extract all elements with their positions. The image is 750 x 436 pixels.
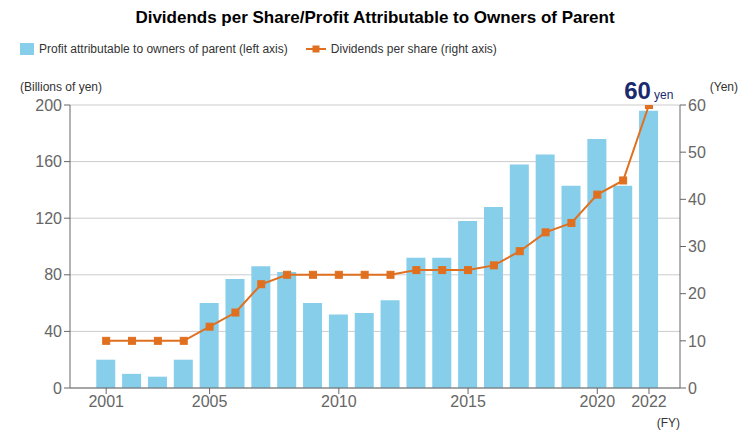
svg-text:50: 50 [688, 144, 706, 161]
svg-text:120: 120 [35, 210, 62, 227]
svg-text:2020: 2020 [579, 393, 615, 410]
svg-text:0: 0 [688, 380, 697, 397]
svg-text:yen: yen [654, 88, 673, 102]
html-text:Dividends per Share/Profit Att: Dividends per Share/Profit Attributable … [135, 8, 615, 27]
svg-text:200: 200 [35, 97, 62, 114]
svg-text:2015: 2015 [450, 393, 486, 410]
svg-text:2010: 2010 [321, 393, 357, 410]
html-text:(FY): (FY) [656, 416, 680, 430]
svg-text:10: 10 [688, 333, 706, 350]
svg-text:40: 40 [44, 323, 62, 340]
svg-text:60: 60 [624, 77, 651, 104]
svg-text:0: 0 [53, 380, 62, 397]
html-text:(Yen): (Yen) [709, 80, 738, 94]
html-text:(Billions of yen): (Billions of yen) [20, 80, 102, 94]
svg-text:60: 60 [688, 97, 706, 114]
html-text:Dividends per share (right axi: Dividends per share (right axis) [330, 42, 497, 56]
svg-text:40: 40 [688, 191, 706, 208]
svg-text:2001: 2001 [88, 393, 124, 410]
svg-text:160: 160 [35, 153, 62, 170]
svg-text:2005: 2005 [192, 393, 228, 410]
html-text:Profit attributable to owners: Profit attributable to owners of parent … [39, 42, 288, 56]
svg-text:2022: 2022 [631, 393, 667, 410]
svg-text:30: 30 [688, 238, 706, 255]
svg-text:20: 20 [688, 285, 706, 302]
svg-text:80: 80 [44, 266, 62, 283]
